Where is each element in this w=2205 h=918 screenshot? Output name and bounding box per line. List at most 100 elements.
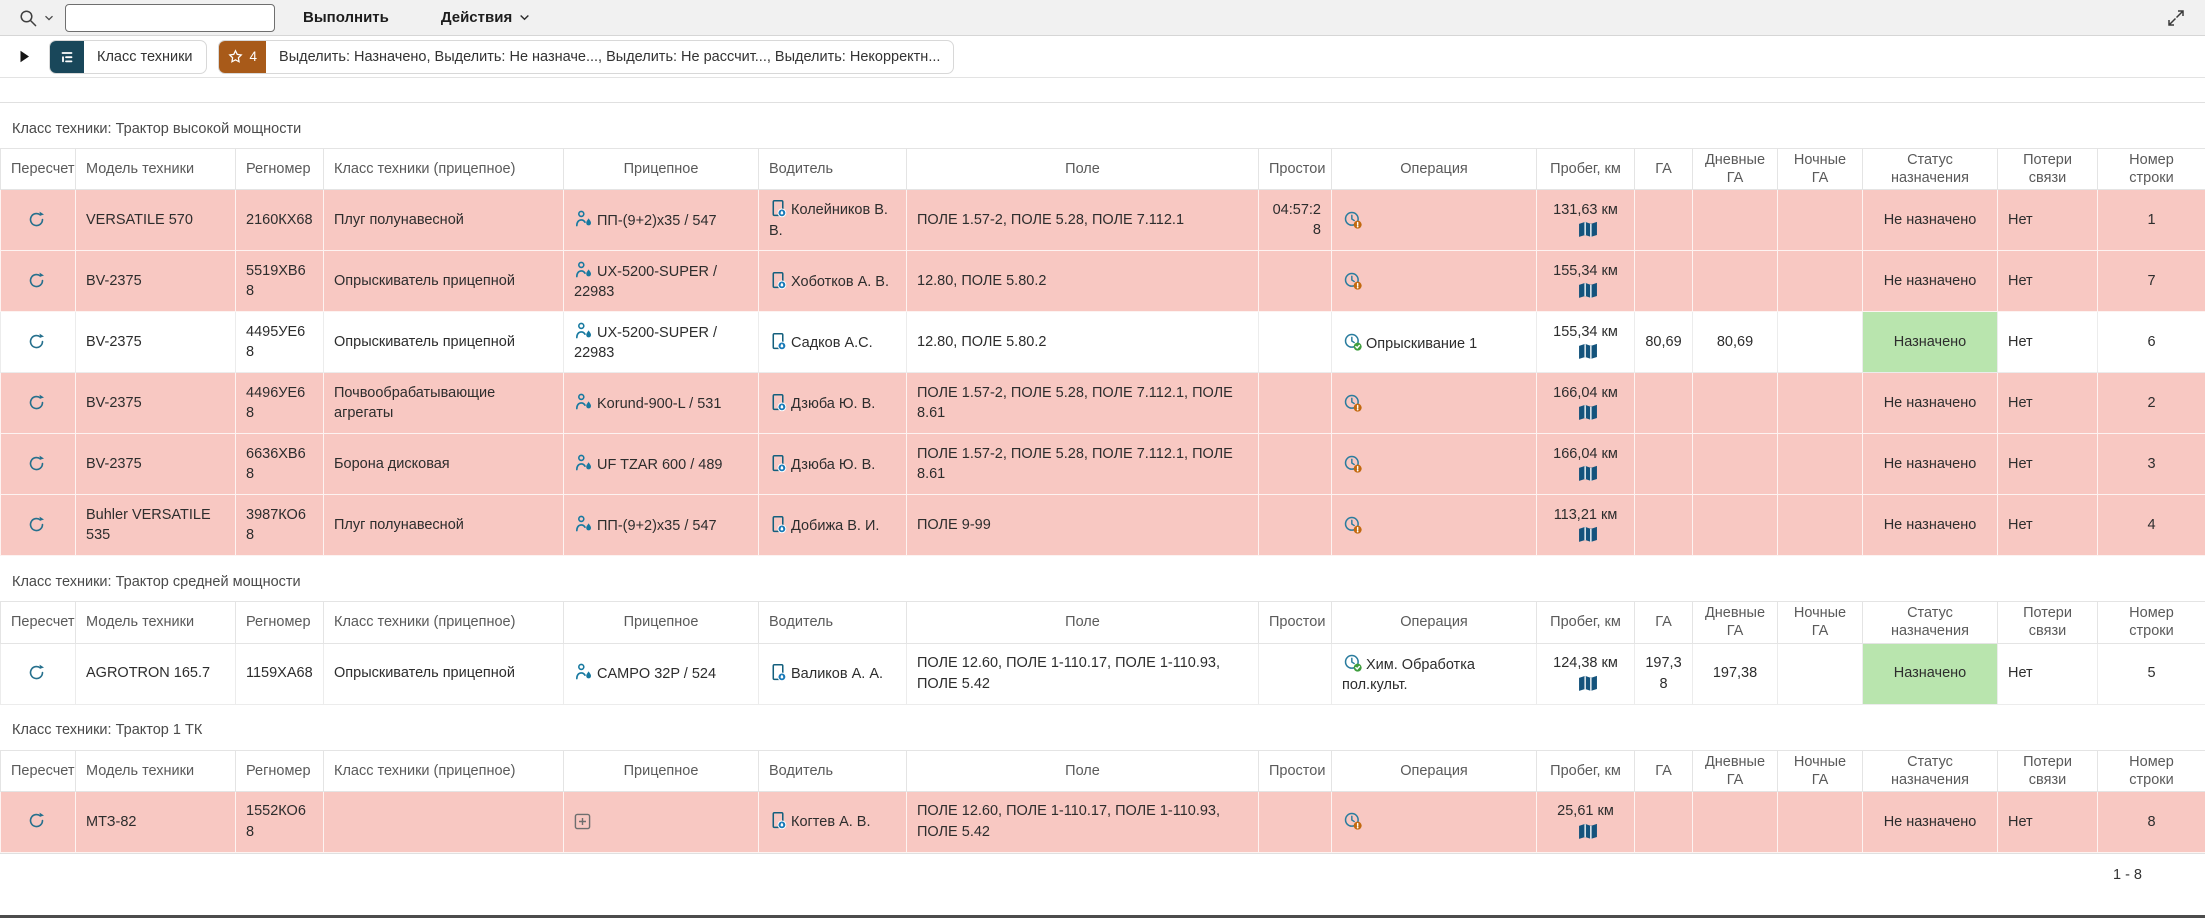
implement-icon [574,662,594,682]
column-header-night-ga[interactable]: Ночные ГА [1777,601,1863,644]
column-header-row-number[interactable]: Номер строки [2097,147,2205,191]
column-header-ga[interactable]: ГА [1634,147,1693,191]
column-header-connection-loss[interactable]: Потери связи [1997,601,2098,644]
trailer-cell: UF TZAR 600 / 489 [563,433,759,496]
column-header-trailer-class[interactable]: Класс техники (прицепное) [323,147,564,191]
column-header-status[interactable]: Статус назначения [1862,601,1998,644]
column-header-operation[interactable]: Операция [1331,601,1537,644]
connection-loss-cell: Нет [1997,494,2098,557]
search-options-button[interactable] [14,8,61,28]
operation-pending-icon [1342,392,1363,413]
column-header-driver[interactable]: Водитель [758,749,907,792]
recalc-button[interactable] [27,332,49,351]
column-header-driver[interactable]: Водитель [758,601,907,644]
operation-done-icon [1342,331,1363,352]
column-header-idle[interactable]: Простои [1258,147,1332,191]
column-header-ga[interactable]: ГА [1634,601,1693,644]
field-cell: ПОЛЕ 1.57-2, ПОЛЕ 5.28, ПОЛЕ 7.112.1 [906,189,1259,252]
column-header-day-ga[interactable]: Дневные ГА [1692,601,1778,644]
column-header-ga[interactable]: ГА [1634,749,1693,792]
group-break-title: Класс техники: Трактор 1 ТК [12,722,203,738]
search-input[interactable] [65,3,275,32]
ga-cell [1634,189,1693,252]
row-number-cell: 4 [2097,494,2205,557]
map-icon[interactable] [1578,343,1598,360]
maximize-button[interactable] [2164,6,2191,30]
map-icon[interactable] [1578,282,1598,299]
idle-cell [1258,790,1332,853]
recalc-button[interactable] [27,811,49,830]
column-header-trailer[interactable]: Прицепное [563,749,759,792]
map-icon[interactable] [1578,526,1598,543]
column-header-idle[interactable]: Простои [1258,601,1332,644]
column-header-reg[interactable]: Регномер [235,147,324,191]
column-header-model[interactable]: Модель техники [75,749,236,792]
column-header-model[interactable]: Модель техники [75,601,236,644]
expand-settings-button[interactable] [14,50,38,63]
idle-cell [1258,311,1332,374]
column-header-model[interactable]: Модель техники [75,147,236,191]
column-header-night-ga[interactable]: Ночные ГА [1777,147,1863,191]
add-trailer-icon[interactable] [574,813,591,830]
control-break-pill[interactable]: Класс техники [49,39,207,74]
night-ga-cell [1777,642,1863,705]
column-header-mileage[interactable]: Пробег, км [1536,749,1635,792]
operation-pending-icon [1342,514,1363,535]
implement-icon [574,392,594,412]
recalc-button[interactable] [27,271,49,290]
refresh-icon [27,271,46,290]
column-header-status[interactable]: Статус назначения [1862,749,1998,792]
column-header-mileage[interactable]: Пробег, км [1536,601,1635,644]
trailer-cell: CAMPO 32P / 524 [563,642,759,705]
table-row: AGROTRON 165.7 1159ХА68 Опрыскиватель приц… [0,642,2205,705]
map-icon[interactable] [1578,675,1598,692]
recalc-button[interactable] [27,515,49,534]
column-header-row-number[interactable]: Номер строки [2097,749,2205,792]
highlights-pill[interactable]: 4 Выделить: Назначено, Выделить: Не назн… [217,39,955,74]
column-header-field[interactable]: Поле [906,147,1259,191]
column-header-operation[interactable]: Операция [1331,147,1537,191]
implement-icon [574,260,594,280]
column-header-mileage[interactable]: Пробег, км [1536,147,1635,191]
column-header-reg[interactable]: Регномер [235,601,324,644]
map-icon[interactable] [1578,823,1598,840]
map-icon[interactable] [1578,465,1598,482]
night-ga-cell [1777,433,1863,496]
column-header-recalc[interactable]: Пересчет [0,147,76,191]
column-header-trailer-class[interactable]: Класс техники (прицепное) [323,749,564,792]
column-header-operation[interactable]: Операция [1331,749,1537,792]
table-row: BV-2375 4495УЕ68 Опрыскиватель прицепной UX… [0,311,2205,374]
column-header-day-ga[interactable]: Дневные ГА [1692,749,1778,792]
column-header-night-ga[interactable]: Ночные ГА [1777,749,1863,792]
column-header-idle[interactable]: Простои [1258,749,1332,792]
column-header-row-number[interactable]: Номер строки [2097,601,2205,644]
recalc-cell [0,642,76,705]
column-header-reg[interactable]: Регномер [235,749,324,792]
reg-cell: 6636ХВ68 [235,433,324,496]
operation-cell [1331,433,1537,496]
column-header-field[interactable]: Поле [906,749,1259,792]
connection-loss-cell: Нет [1997,250,2098,313]
actions-menu-button[interactable]: Действия [435,9,539,26]
connection-loss-cell: Нет [1997,189,2098,252]
recalc-button[interactable] [27,663,49,682]
recalc-button[interactable] [27,454,49,473]
column-header-day-ga[interactable]: Дневные ГА [1692,147,1778,191]
column-header-field[interactable]: Поле [906,601,1259,644]
recalc-button[interactable] [27,210,49,229]
column-header-trailer[interactable]: Прицепное [563,601,759,644]
map-icon[interactable] [1578,221,1598,238]
column-header-recalc[interactable]: Пересчет [0,749,76,792]
column-header-recalc[interactable]: Пересчет [0,601,76,644]
column-header-trailer[interactable]: Прицепное [563,147,759,191]
recalc-button[interactable] [27,393,49,412]
mileage-cell: 155,34 км [1536,311,1635,374]
model-cell: AGROTRON 165.7 [75,642,236,705]
column-header-trailer-class[interactable]: Класс техники (прицепное) [323,601,564,644]
column-header-connection-loss[interactable]: Потери связи [1997,147,2098,191]
execute-button[interactable]: Выполнить [297,9,395,26]
map-icon[interactable] [1578,404,1598,421]
column-header-connection-loss[interactable]: Потери связи [1997,749,2098,792]
column-header-status[interactable]: Статус назначения [1862,147,1998,191]
column-header-driver[interactable]: Водитель [758,147,907,191]
